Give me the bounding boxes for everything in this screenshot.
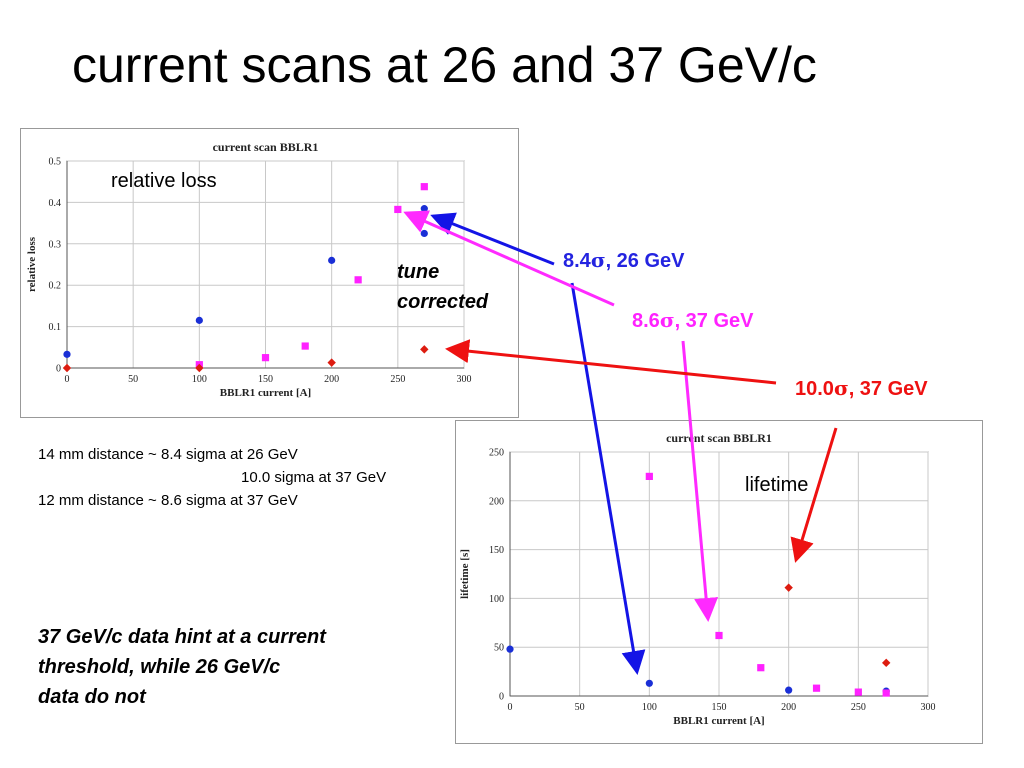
y-axis-label: relative loss bbox=[26, 236, 38, 292]
y-tick-label: 150 bbox=[489, 545, 504, 556]
data-point-square bbox=[812, 684, 821, 692]
x-tick-label: 200 bbox=[781, 702, 796, 713]
x-tick-label: 50 bbox=[128, 374, 138, 385]
note-line-2: 10.0 sigma at 37 GeV bbox=[241, 469, 387, 486]
data-point-square bbox=[645, 472, 653, 480]
relative-loss-chart-panel: 0 50 100 150 200 250 300 0 0.1 0.2 0.3 0.4 0.5 curren… bbox=[20, 128, 519, 418]
data-point-diamond bbox=[327, 358, 336, 367]
data-point-square bbox=[420, 183, 428, 191]
x-tick-label: 0 bbox=[65, 374, 70, 385]
lifetime-chart-panel: 0 50 100 150 200 250 300 0 50 100 150 200 250 current… bbox=[455, 420, 983, 744]
x-tick-label: 100 bbox=[192, 374, 207, 385]
callout-rest: , 37 GeV bbox=[848, 378, 928, 400]
x-tick-label: 250 bbox=[851, 702, 866, 713]
inplot-label: relative loss bbox=[111, 170, 217, 192]
data-point-circle bbox=[506, 645, 514, 653]
data-point-square bbox=[354, 276, 362, 284]
y-axis-label: lifetime [s] bbox=[459, 549, 471, 599]
callout-value: 8.4 bbox=[563, 250, 591, 272]
sigma-symbol: σ bbox=[659, 308, 675, 332]
callout-10-0-sigma-37gev: 10.0σ, 37 GeV bbox=[795, 376, 928, 401]
tune-label-line2: corrected bbox=[397, 291, 489, 313]
arrow-magenta-to-lifetime bbox=[681, 340, 719, 622]
note-line-1: 14 mm distance ~ 8.4 sigma at 26 GeV bbox=[38, 446, 298, 463]
data-point-square bbox=[261, 354, 270, 362]
chart-title: current scan BBLR1 bbox=[213, 140, 319, 154]
y-tick-label: 0.3 bbox=[49, 239, 62, 250]
x-tick-label: 0 bbox=[508, 702, 513, 713]
y-tick-label: 0 bbox=[499, 692, 504, 703]
x-axis-label: BBLR1 current [A] bbox=[220, 387, 311, 399]
x-tick-label: 300 bbox=[921, 702, 936, 713]
x-tick-label: 50 bbox=[575, 702, 585, 713]
callout-8-4-sigma-26gev: 8.4σ, 26 GeV bbox=[563, 248, 685, 273]
x-tick-label: 300 bbox=[457, 374, 472, 385]
y-tick-label: 50 bbox=[494, 643, 504, 654]
arrow-blue-to-loss bbox=[430, 212, 555, 266]
conclusion-text: 37 GeV/c data hint at a current threshol… bbox=[38, 622, 438, 712]
data-point-circle bbox=[63, 350, 71, 358]
data-point-diamond bbox=[62, 363, 72, 373]
data-point-square bbox=[757, 664, 765, 672]
y-tick-label: 250 bbox=[489, 448, 504, 459]
callout-rest: , 26 GeV bbox=[605, 250, 685, 272]
x-tick-label: 150 bbox=[258, 374, 273, 385]
tune-corrected-annotation: tune corrected bbox=[397, 257, 488, 317]
sigma-symbol: σ bbox=[590, 248, 606, 272]
arrow-blue-to-lifetime bbox=[570, 282, 646, 675]
callout-rest: , 37 GeV bbox=[674, 310, 754, 332]
note-line-3: 12 mm distance ~ 8.6 sigma at 37 GeV bbox=[38, 492, 298, 509]
arrow-red-to-lifetime bbox=[790, 427, 838, 563]
data-point-circle bbox=[328, 256, 336, 264]
data-point-square bbox=[882, 689, 890, 697]
slide-title: current scans at 26 and 37 GeV/c bbox=[72, 37, 817, 93]
sigma-symbol: σ bbox=[833, 376, 849, 400]
conclusion-line-1: 37 GeV/c data hint at a current bbox=[38, 626, 326, 648]
y-tick-label: 0.1 bbox=[49, 322, 62, 333]
y-tick-label: 200 bbox=[489, 496, 504, 507]
x-tick-label: 150 bbox=[712, 702, 727, 713]
conclusion-line-2: threshold, while 26 GeV/c bbox=[38, 656, 281, 678]
y-tick-label: 0 bbox=[56, 364, 61, 375]
data-point-circle bbox=[195, 316, 203, 324]
x-tick-label: 200 bbox=[324, 374, 339, 385]
data-point-diamond bbox=[195, 363, 204, 373]
data-point-circle bbox=[420, 205, 428, 213]
relative-loss-chart: 0 50 100 150 200 250 300 0 0.1 0.2 0.3 0.4 0.5 curren… bbox=[26, 140, 472, 399]
arrow-magenta-to-loss bbox=[403, 210, 615, 307]
y-tick-label: 0.4 bbox=[49, 198, 62, 209]
data-point-diamond bbox=[420, 345, 429, 354]
y-tick-label: 0.5 bbox=[49, 157, 62, 168]
y-tick-label: 100 bbox=[489, 594, 504, 605]
data-point-square bbox=[394, 205, 402, 214]
lifetime-chart: 0 50 100 150 200 250 300050100150200250current… bbox=[459, 431, 936, 727]
data-point-square bbox=[854, 688, 862, 696]
x-tick-label: 100 bbox=[642, 702, 657, 713]
distance-notes: 14 mm distance ~ 8.4 sigma at 26 GeV 10.… bbox=[38, 443, 386, 512]
arrow-red-to-loss bbox=[445, 339, 777, 385]
callout-8-6-sigma-37gev: 8.6σ, 37 GeV bbox=[632, 308, 754, 333]
callout-value: 10.0 bbox=[795, 378, 834, 400]
x-tick-label: 250 bbox=[390, 374, 405, 385]
tune-label-line1: tune bbox=[397, 261, 440, 283]
y-tick-label: 0.2 bbox=[49, 281, 62, 292]
data-point-circle bbox=[785, 686, 793, 694]
data-point-square bbox=[715, 631, 723, 640]
x-axis-label: BBLR1 current [A] bbox=[673, 715, 764, 727]
conclusion-line-3: data do not bbox=[38, 686, 146, 708]
inplot-label: lifetime bbox=[745, 474, 808, 496]
data-point-square bbox=[301, 342, 309, 350]
callout-value: 8.6 bbox=[632, 310, 660, 332]
data-point-circle bbox=[645, 679, 653, 687]
